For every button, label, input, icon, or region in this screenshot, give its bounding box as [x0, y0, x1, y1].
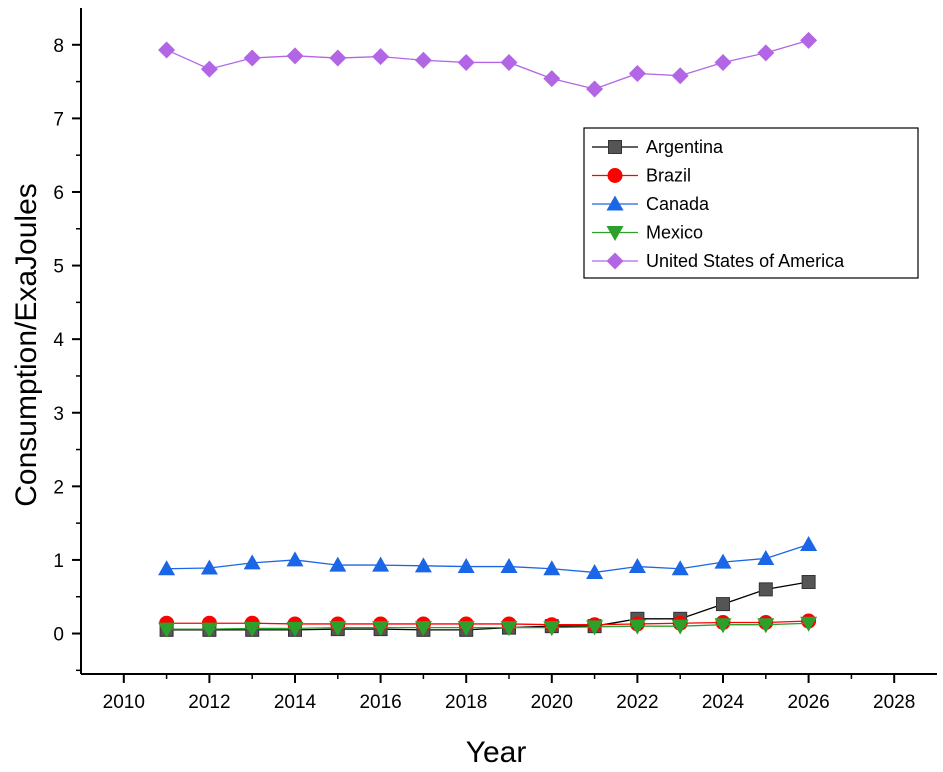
x-tick-label: 2026: [787, 692, 829, 713]
legend-box: [583, 127, 919, 279]
data-point-canada: [329, 556, 347, 572]
y-tick-label: 7: [53, 109, 64, 130]
data-point-united-states-of-america: [757, 44, 775, 62]
data-point-mexico: [243, 621, 261, 637]
x-tick-label: 2010: [103, 692, 145, 713]
data-point-mexico: [500, 621, 518, 637]
data-point-united-states-of-america: [586, 80, 604, 98]
x-tick-label: 2020: [531, 692, 573, 713]
data-point-canada: [714, 553, 732, 569]
legend-marker-argentina: [608, 140, 622, 154]
legend-label-mexico: Mexico: [646, 223, 703, 243]
data-point-canada: [500, 558, 518, 574]
data-point-argentina: [758, 582, 773, 597]
series-united-states-of-america: [158, 31, 818, 98]
data-point-mexico: [372, 621, 390, 637]
data-point-united-states-of-america: [414, 51, 432, 69]
data-point-canada: [628, 558, 646, 574]
data-point-united-states-of-america: [628, 64, 646, 82]
y-tick-label: 6: [53, 183, 64, 204]
data-point-canada: [243, 554, 261, 570]
series-line-argentina: [166, 581, 809, 631]
data-point-mexico: [586, 620, 604, 636]
legend-label-united-states-of-america: United States of America: [646, 251, 845, 271]
data-point-united-states-of-america: [200, 60, 218, 78]
data-point-united-states-of-america: [800, 31, 818, 49]
legend-marker-canada: [606, 195, 624, 211]
series-mexico: [158, 616, 818, 638]
data-point-united-states-of-america: [329, 49, 347, 67]
data-point-canada: [158, 560, 176, 576]
legend-marker-united-states-of-america: [606, 252, 624, 270]
legend-label-canada: Canada: [646, 194, 710, 214]
data-point-mexico: [286, 621, 304, 637]
legend-label-argentina: Argentina: [646, 137, 724, 157]
y-axis-title: Consumption/ExaJoules: [10, 183, 43, 507]
data-point-mexico: [714, 618, 732, 634]
data-point-mexico: [158, 622, 176, 638]
data-point-united-states-of-america: [158, 41, 176, 59]
y-tick-label: 2: [53, 477, 64, 498]
data-point-canada: [757, 549, 775, 565]
data-point-argentina: [716, 597, 730, 612]
data-point-mexico: [543, 621, 561, 637]
y-tick-label: 3: [53, 404, 64, 425]
data-point-mexico: [628, 619, 646, 635]
legend-marker-brazil: [607, 168, 623, 183]
data-point-canada: [586, 563, 604, 579]
series-group: [158, 31, 818, 638]
y-tick-label: 1: [53, 551, 64, 572]
data-point-united-states-of-america: [671, 67, 689, 85]
x-tick-label: 2028: [873, 692, 915, 713]
data-point-mexico: [800, 616, 818, 632]
data-point-canada: [457, 558, 475, 574]
series-line-mexico: [166, 622, 809, 630]
y-tick-label: 5: [53, 257, 64, 278]
data-point-canada: [286, 551, 304, 567]
y-tick-label: 0: [53, 625, 64, 646]
data-point-united-states-of-america: [243, 49, 261, 67]
data-point-mexico: [414, 621, 432, 637]
x-tick-label: 2018: [445, 692, 487, 713]
data-point-canada: [671, 560, 689, 576]
axes-group: 0 1 2 3 4 5 6 7 8 2010 2012 2014 2016 2018 2020 2022 202…: [53, 8, 937, 713]
data-point-united-states-of-america: [372, 48, 390, 66]
data-point-united-states-of-america: [457, 53, 475, 71]
x-tick-label: 2016: [359, 692, 401, 713]
y-tick-label: 4: [53, 330, 64, 351]
x-tick-label: 2012: [188, 692, 230, 713]
x-tick-label: 2022: [616, 692, 658, 713]
data-point-mexico: [329, 621, 347, 637]
legend: Argentina Brazil Canada Mexico United States…: [583, 127, 919, 279]
data-point-canada: [543, 560, 561, 576]
series-line-brazil: [166, 620, 809, 626]
series-line-canada: [166, 543, 809, 574]
data-point-mexico: [757, 618, 775, 634]
data-point-canada: [372, 556, 390, 572]
series-line-united-states-of-america: [166, 39, 809, 90]
data-point-united-states-of-america: [286, 47, 304, 65]
legend-marker-mexico: [606, 226, 624, 241]
data-point-canada: [414, 557, 432, 573]
data-point-canada: [200, 559, 218, 575]
x-tick-label: 2014: [274, 692, 317, 713]
x-axis-title: Year: [466, 736, 527, 769]
y-tick-label: 8: [53, 36, 64, 57]
data-point-argentina: [801, 575, 816, 590]
data-point-mexico: [457, 621, 475, 637]
data-point-mexico: [671, 619, 689, 635]
x-tick-label: 2024: [702, 692, 745, 713]
data-point-united-states-of-america: [500, 53, 518, 71]
legend-label-brazil: Brazil: [646, 166, 691, 186]
data-point-canada: [800, 535, 818, 551]
series-canada: [158, 535, 818, 579]
data-point-mexico: [200, 622, 218, 638]
data-point-united-states-of-america: [543, 70, 561, 88]
data-point-united-states-of-america: [714, 53, 732, 71]
